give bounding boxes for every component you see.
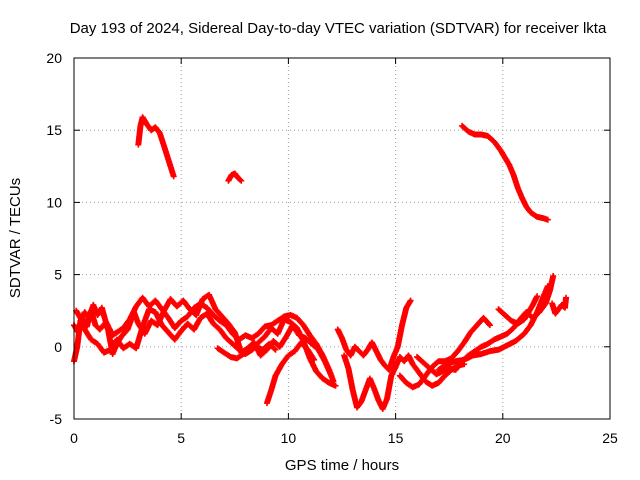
data-marks [71,114,570,412]
y-tick-label: 10 [46,194,62,210]
y-tick-label: 0 [54,339,62,355]
plot-frame [73,57,611,420]
x-axis-title: GPS time / hours [285,457,399,474]
y-tick-label: 15 [46,122,62,138]
series-sat-10 [341,352,468,412]
x-tick-label: 5 [177,430,185,446]
series-sat-13 [435,283,551,373]
series-sat-07 [214,340,279,362]
series-sat-09 [334,297,414,373]
y-axis-title: SDTVAR / TECUs [7,178,24,298]
x-tick-label: 0 [70,430,78,446]
series-sat-15 [549,294,570,317]
y-tick-label: 20 [46,50,62,66]
series-sat-02 [71,291,335,379]
x-tick-label: 10 [281,430,297,446]
x-tick-label: 15 [388,430,404,446]
chart-title: Day 193 of 2024, Sidereal Day-to-day VTE… [70,20,607,37]
series-sat-05 [225,170,245,184]
grid-lines [74,58,610,419]
series-sat-08 [263,339,318,407]
series-sat-14 [495,293,541,327]
y-tick-label: -5 [50,411,63,427]
series-sat-04 [135,114,177,180]
y-tick-label: 5 [54,267,62,283]
x-tick-label: 25 [602,430,618,446]
x-tick-label: 20 [495,430,511,446]
series-sat-06 [459,122,551,223]
